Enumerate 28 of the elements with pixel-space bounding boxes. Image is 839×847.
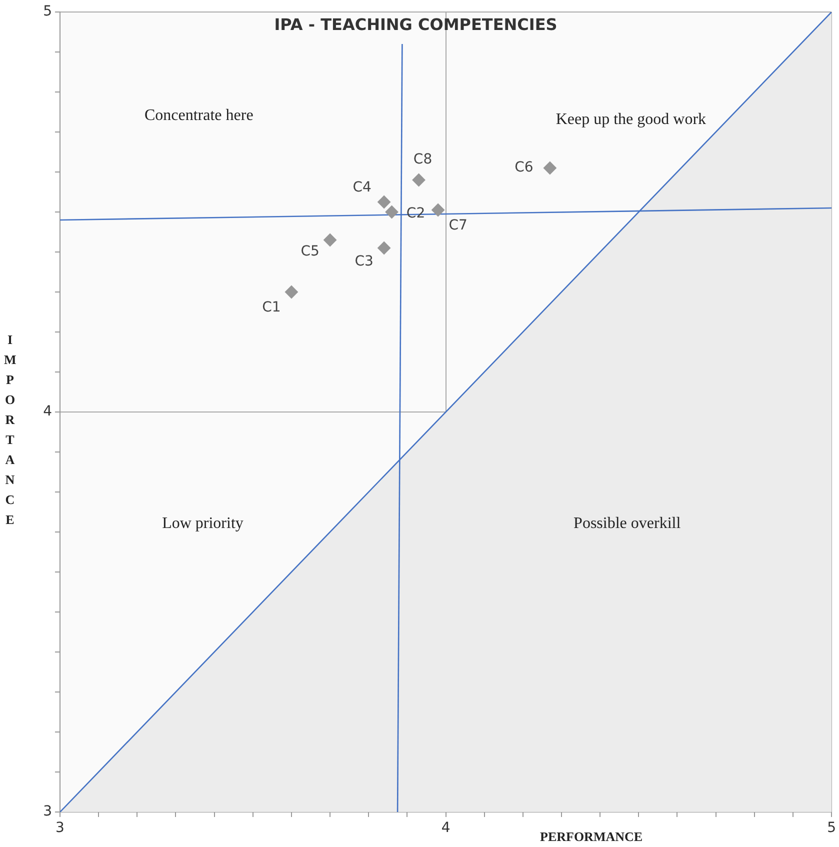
- annotation: Low priority: [162, 515, 244, 532]
- data-label: C4: [352, 180, 372, 196]
- data-label: C6: [514, 160, 534, 176]
- point: [385, 206, 398, 218]
- point: [378, 196, 391, 208]
- x-tick-label: 5: [827, 820, 836, 836]
- data-label: C1: [262, 300, 281, 316]
- point: [378, 242, 391, 254]
- data-label: C7: [448, 218, 468, 234]
- y-tick-label: 5: [43, 4, 52, 20]
- x-axis-title: PERFORMANCE: [540, 829, 643, 845]
- data-label: C3: [354, 254, 374, 270]
- text: IMPORTANCE: [4, 332, 16, 527]
- annotation: Concentrate here: [144, 107, 254, 124]
- point: [324, 234, 337, 246]
- data-label: C5: [300, 244, 320, 260]
- y-tick-label: 3: [43, 804, 52, 820]
- point: [412, 174, 426, 186]
- point: [543, 162, 556, 174]
- annotation: Possible overkill: [574, 515, 682, 532]
- chart-title: IPA - TEACHING COMPETENCIES: [274, 15, 558, 34]
- point: [432, 204, 445, 216]
- data-label: C8: [413, 152, 432, 168]
- x-tick-label: 3: [56, 820, 64, 836]
- point: [284, 286, 298, 298]
- x-tick-label: 4: [441, 820, 450, 836]
- annotation: Keep up the good work: [556, 111, 706, 128]
- y-tick-label: 4: [43, 404, 52, 420]
